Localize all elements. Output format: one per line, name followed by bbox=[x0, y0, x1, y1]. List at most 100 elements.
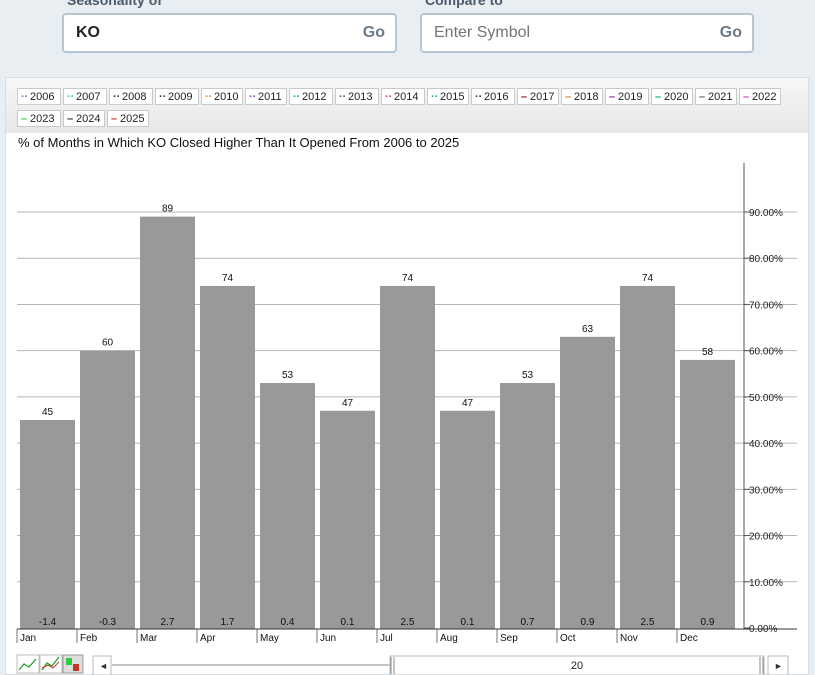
navigator-window[interactable] bbox=[389, 655, 765, 675]
legend-item-2011[interactable]: ·· 2011 bbox=[245, 88, 287, 105]
symbol-field[interactable]: Go bbox=[62, 13, 397, 53]
legend-year-label: 2007 bbox=[76, 91, 101, 103]
legend-item-2010[interactable]: ·· 2010 bbox=[201, 88, 243, 105]
legend-item-2023[interactable]: –2023 bbox=[17, 110, 61, 127]
legend-swatch-icon: ·· bbox=[21, 91, 29, 103]
legend-item-2015[interactable]: ·· 2015 bbox=[427, 88, 469, 105]
bar-value-label: 74 bbox=[642, 273, 654, 284]
bar-nov bbox=[620, 285, 675, 629]
legend-swatch-icon: – bbox=[67, 113, 74, 125]
chart-title: % of Months in Which KO Closed Higher Th… bbox=[18, 135, 460, 150]
legend-item-2021[interactable]: –2021 bbox=[695, 88, 737, 105]
bar-sep bbox=[500, 383, 555, 629]
bar-value-label: 47 bbox=[342, 398, 354, 409]
avg-change-label: 0.7 bbox=[521, 617, 535, 628]
bar-value-label: 53 bbox=[282, 370, 294, 381]
legend-year-label: 2018 bbox=[574, 91, 599, 103]
legend-year-label: 2021 bbox=[708, 91, 733, 103]
legend-item-2019[interactable]: –2019 bbox=[605, 88, 649, 105]
compare-input[interactable] bbox=[432, 23, 696, 43]
symbol-go-button[interactable]: Go bbox=[362, 24, 385, 41]
bar-jun bbox=[320, 410, 375, 629]
y-tick-label: 60.00% bbox=[749, 347, 783, 358]
scroll-left-button[interactable] bbox=[92, 655, 112, 675]
bar-value-label: 89 bbox=[162, 204, 174, 215]
x-tick-label: Jan bbox=[20, 633, 36, 644]
bar-value-label: 74 bbox=[402, 273, 414, 284]
legend-year-label: 2006 bbox=[30, 91, 55, 103]
legend-year-label: 2022 bbox=[752, 91, 777, 103]
legend-year-label: 2016 bbox=[484, 91, 509, 103]
legend-swatch-icon: – bbox=[521, 91, 528, 103]
bar-value-label: 47 bbox=[462, 398, 474, 409]
legend-swatch-icon: ·· bbox=[67, 91, 75, 103]
avg-change-label: 2.7 bbox=[161, 617, 175, 628]
legend-item-2022[interactable]: –2022 bbox=[739, 88, 781, 105]
legend-item-2020[interactable]: –2020 bbox=[651, 88, 693, 105]
x-tick-label: Dec bbox=[680, 633, 698, 644]
legend-swatch-icon: ·· bbox=[159, 91, 167, 103]
compare-field[interactable]: Go bbox=[420, 13, 754, 53]
x-tick-label: Mar bbox=[140, 633, 158, 644]
legend-year-label: 2009 bbox=[168, 91, 193, 103]
legend-year-label: 2014 bbox=[394, 91, 419, 103]
legend-item-2016[interactable]: ·· 2016 bbox=[471, 88, 515, 105]
legend-item-2013[interactable]: ·· 2013 bbox=[335, 88, 379, 105]
compare-go-button[interactable]: Go bbox=[719, 24, 742, 41]
y-tick-label: 10.00% bbox=[749, 578, 783, 589]
legend-item-2009[interactable]: ·· 2009 bbox=[155, 88, 199, 105]
bar-value-label: 63 bbox=[582, 324, 594, 335]
bar-jan bbox=[20, 420, 75, 629]
avg-change-label: 1.7 bbox=[221, 617, 235, 628]
legend-year-label: 2012 bbox=[302, 91, 327, 103]
legend-item-2012[interactable]: ·· 2012 bbox=[289, 88, 333, 105]
avg-change-label: 2.5 bbox=[401, 617, 415, 628]
line-chart-icon[interactable] bbox=[16, 654, 40, 674]
y-tick-label: 80.00% bbox=[749, 254, 783, 265]
avg-change-label: 2.5 bbox=[641, 617, 655, 628]
y-tick-label: 20.00% bbox=[749, 532, 783, 543]
avg-change-label: -0.3 bbox=[99, 617, 117, 628]
legend-swatch-icon: ·· bbox=[385, 91, 393, 103]
legend-swatch-icon: – bbox=[743, 91, 750, 103]
navigator-value: 20 bbox=[571, 660, 583, 672]
legend-item-2024[interactable]: –2024 bbox=[63, 110, 105, 127]
avg-change-label: 0.4 bbox=[281, 617, 295, 628]
legend-year-label: 2017 bbox=[530, 91, 555, 103]
symbol-input[interactable] bbox=[74, 23, 338, 43]
avg-change-label: 0.9 bbox=[581, 617, 595, 628]
compare-label: Compare to bbox=[425, 0, 503, 8]
x-tick-label: Jun bbox=[320, 633, 336, 644]
legend-year-label: 2008 bbox=[122, 91, 147, 103]
bar-mar bbox=[140, 216, 195, 629]
bar-dec bbox=[680, 359, 735, 629]
legend-year-label: 2011 bbox=[258, 91, 282, 103]
legend-swatch-icon: – bbox=[655, 91, 662, 103]
area-chart-icon-path2 bbox=[41, 661, 60, 669]
legend-item-2007[interactable]: ·· 2007 bbox=[63, 88, 107, 105]
legend-item-2025[interactable]: –2025 bbox=[107, 110, 149, 127]
legend-swatch-icon: – bbox=[21, 113, 28, 125]
legend-year-label: 2015 bbox=[440, 91, 465, 103]
bar-value-label: 45 bbox=[42, 407, 54, 418]
legend-item-2006[interactable]: ·· 2006 bbox=[17, 88, 61, 105]
x-tick-label: Jul bbox=[380, 633, 393, 644]
bar-feb bbox=[80, 350, 135, 629]
x-tick-label: Sep bbox=[500, 633, 518, 644]
legend-item-2014[interactable]: ·· 2014 bbox=[381, 88, 425, 105]
scroll-right-icon: ► bbox=[774, 661, 783, 671]
x-tick-label: Feb bbox=[80, 633, 98, 644]
legend-item-2017[interactable]: –2017 bbox=[517, 88, 559, 105]
legend-item-2018[interactable]: –2018 bbox=[561, 88, 603, 105]
legend-item-2008[interactable]: ·· 2008 bbox=[109, 88, 153, 105]
avg-change-label: -1.4 bbox=[39, 617, 57, 628]
bar-value-label: 60 bbox=[102, 338, 114, 349]
x-tick-label: Oct bbox=[560, 633, 576, 644]
bar-value-label: 58 bbox=[702, 347, 714, 358]
avg-change-label: 0.1 bbox=[461, 617, 475, 628]
scroll-right-button[interactable] bbox=[767, 655, 789, 675]
legend-year-label: 2020 bbox=[664, 91, 689, 103]
legend-swatch-icon: ·· bbox=[431, 91, 439, 103]
avg-change-label: 0.9 bbox=[701, 617, 715, 628]
